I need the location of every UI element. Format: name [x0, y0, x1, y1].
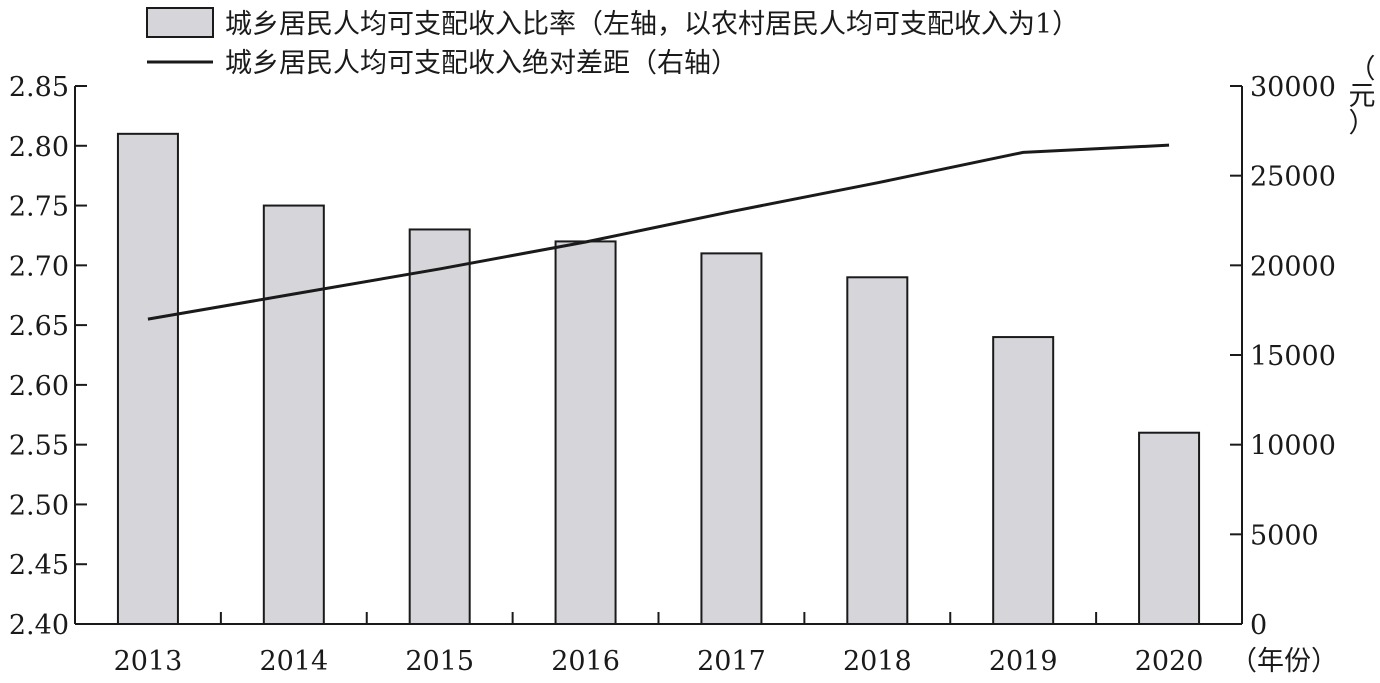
right-tick-label: 15000 [1250, 341, 1336, 372]
left-tick-label: 2.50 [9, 490, 69, 521]
x-tick-label: 2018 [843, 646, 912, 677]
right-tick-label: 5000 [1250, 520, 1319, 551]
left-tick-label: 2.45 [9, 550, 69, 581]
gap-line [147, 143, 1170, 321]
x-tick-label: 2014 [259, 646, 328, 677]
x-axis-ticks: 2013 2014 2015 2016 2017 2018 2019 2020 [114, 612, 1204, 677]
ratio-bar-2013 [116, 132, 179, 625]
legend-bar-label: 城乡居民人均可支配收入比率（左轴，以农村居民人均可支配收入为1） [225, 9, 1079, 40]
right-tick-label: 25000 [1250, 162, 1336, 193]
x-tick-label: 2020 [1135, 646, 1204, 677]
ratio-bars [116, 132, 1201, 626]
ratio-bar-2020 [1138, 431, 1201, 626]
right-tick-label: 30000 [1250, 72, 1336, 103]
left-tick-label: 2.65 [9, 311, 69, 342]
ratio-bar-2016 [554, 240, 617, 626]
right-tick-label: 10000 [1250, 431, 1336, 462]
ratio-bar-2018 [846, 276, 909, 625]
ratio-bar-2014 [262, 204, 325, 626]
left-axis-ticks: 2.85 2.80 2.75 2.70 2.65 2.60 2.55 2.50 2.45 2.40 [9, 72, 87, 641]
legend-bar-swatch [146, 7, 214, 38]
left-tick-label: 2.85 [9, 72, 69, 103]
x-tick-label: 2013 [114, 646, 183, 677]
x-tick-label: 2019 [989, 646, 1058, 677]
x-tick-label: 2015 [405, 646, 474, 677]
right-axis-ticks: 30000 25000 20000 15000 10000 5000 0 [1230, 72, 1336, 641]
ratio-bar-2015 [408, 228, 471, 625]
right-axis-unit-label: （元） [1349, 54, 1376, 139]
x-tick-label: 2017 [697, 646, 766, 677]
legend-line-label: 城乡居民人均可支配收入绝对差距（右轴） [225, 48, 738, 79]
gap-line-layer [147, 143, 1170, 321]
left-tick-label: 2.75 [9, 192, 69, 223]
legend: 城乡居民人均可支配收入比率（左轴，以农村居民人均可支配收入为1） 城乡居民人均可… [146, 7, 1079, 79]
ratio-bar-2019 [992, 336, 1055, 625]
left-tick-label: 2.55 [9, 431, 69, 462]
ratio-bar-2017 [700, 252, 763, 625]
left-tick-label: 2.60 [9, 371, 69, 402]
x-axis-label: （年份） [1230, 646, 1338, 677]
left-tick-label: 2.80 [9, 132, 69, 163]
right-tick-label: 20000 [1250, 251, 1336, 282]
left-tick-label: 2.40 [9, 610, 69, 641]
left-tick-label: 2.70 [9, 251, 69, 282]
right-tick-label: 0 [1250, 610, 1267, 641]
x-tick-label: 2016 [551, 646, 620, 677]
